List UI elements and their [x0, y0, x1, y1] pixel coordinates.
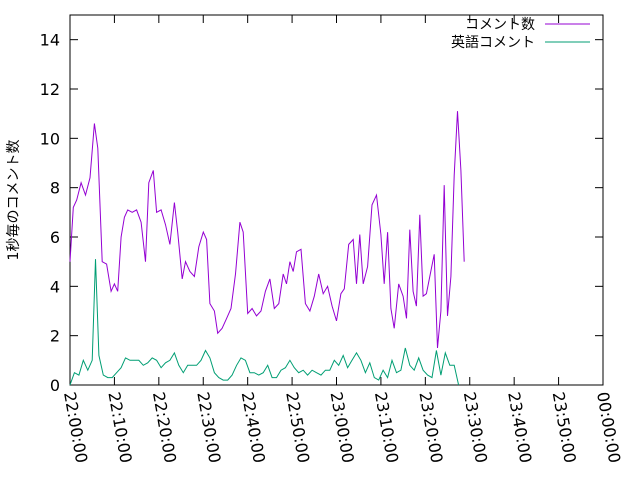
x-tick-label: 23:20:00: [415, 390, 446, 464]
x-tick-label: 22:50:00: [282, 390, 313, 464]
series-line: [69, 259, 460, 386]
x-tick-label: 22:10:00: [104, 390, 135, 464]
series-line: [69, 111, 465, 349]
y-tick-label: 4: [50, 277, 60, 296]
x-tick-label: 23:50:00: [549, 390, 580, 464]
y-tick-label: 12: [40, 80, 60, 99]
series-layer: [69, 111, 465, 386]
y-axis: 0 2 4 6 8 10 12 14: [40, 31, 603, 395]
y-tick-label: 0: [50, 376, 60, 395]
legend-entry-label: 英語コメント: [451, 34, 535, 51]
plot-frame: [69, 14, 604, 386]
y-tick-label: 14: [40, 31, 60, 50]
y-tick-label: 2: [50, 327, 60, 346]
x-tick-label: 22:20:00: [149, 390, 180, 464]
x-tick-label: 22:00:00: [60, 390, 91, 464]
y-tick-label: 8: [50, 179, 60, 198]
x-tick-label: 23:10:00: [371, 390, 402, 464]
y-tick-label: 10: [40, 129, 60, 148]
legend-entry-label: コメント数: [465, 17, 535, 33]
x-tick-label: 22:30:00: [193, 390, 224, 464]
x-tick-label: 23:00:00: [327, 390, 358, 464]
x-tick-label: 23:30:00: [460, 390, 491, 464]
x-axis: 22:00:00 22:10:00 22:20:00 22:30:00 22:40:00…: [60, 15, 624, 464]
x-tick-label: 22:40:00: [238, 390, 269, 464]
y-tick-label: 6: [50, 228, 60, 247]
x-tick-label: 00:00:00: [593, 390, 624, 464]
y-axis-title: 1秒毎のコメント数: [6, 140, 22, 261]
x-tick-label: 23:40:00: [504, 390, 535, 464]
